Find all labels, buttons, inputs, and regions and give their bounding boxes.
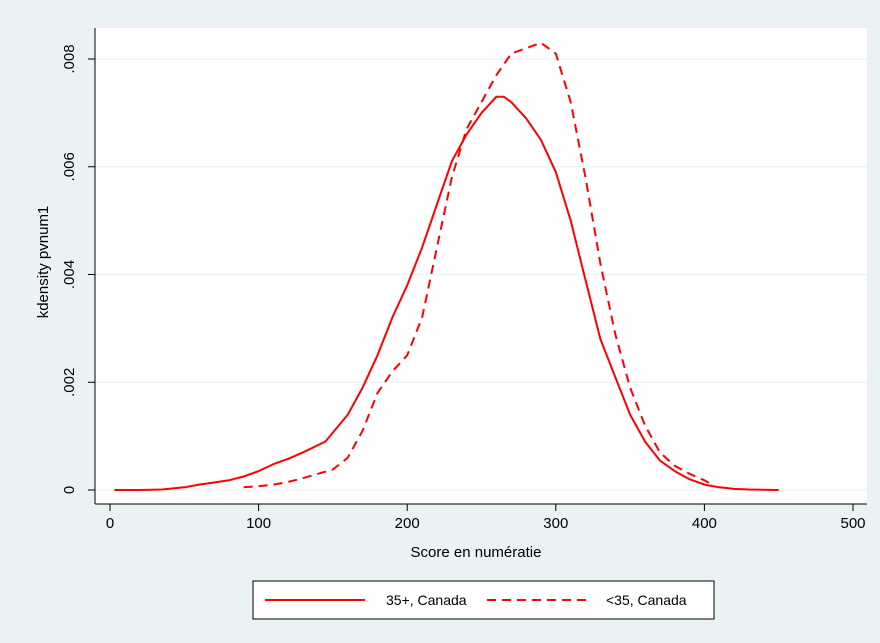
y-tick-label-0: 0 (61, 486, 78, 494)
x-tick-label-4: 400 (692, 515, 717, 532)
series-line-under35 (243, 41, 713, 489)
y-tick-label-1: .002 (61, 368, 78, 397)
legend-label-under35: <35, Canada (606, 592, 687, 608)
series-layer (114, 41, 779, 491)
y-axis-title: kdensity pvnum1 (35, 206, 52, 319)
y-tick-label-2: .004 (61, 260, 78, 289)
x-tick-label-2: 200 (395, 515, 420, 532)
plot-area (95, 28, 867, 504)
axes-layer: 0 100 200 300 400 500 0 .002 .004 .006 .008 (61, 28, 867, 532)
legend-label-35plus: 35+, Canada (386, 592, 467, 608)
series-line-35plus (114, 95, 779, 491)
legend: 35+, Canada <35, Canada (252, 580, 715, 620)
x-tick-label-1: 100 (246, 515, 271, 532)
y-tick-label-4: .008 (61, 44, 78, 73)
x-tick-label-5: 500 (840, 515, 865, 532)
x-axis-title: Score en numératie (411, 544, 542, 561)
x-tick-label-0: 0 (106, 515, 114, 532)
y-tick-label-3: .006 (61, 152, 78, 181)
x-tick-label-3: 300 (543, 515, 568, 532)
